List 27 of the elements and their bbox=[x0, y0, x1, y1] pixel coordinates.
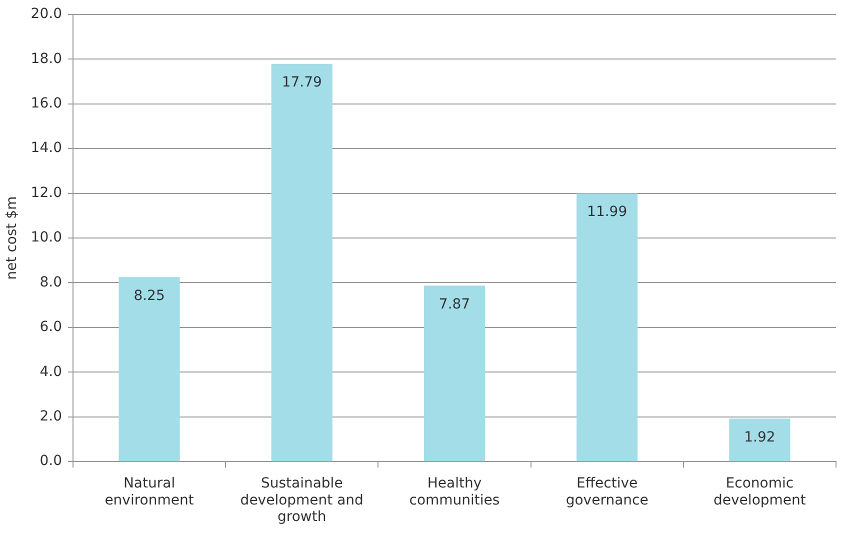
x-tick-label: Sustainable development and growth bbox=[240, 476, 364, 526]
x-tick-label: Economic development bbox=[714, 476, 806, 508]
bar bbox=[118, 277, 180, 462]
y-tick-label: 0.0 bbox=[40, 453, 62, 470]
bar bbox=[424, 286, 486, 462]
data-label: 11.99 bbox=[587, 204, 628, 220]
data-label: 1.92 bbox=[744, 429, 776, 446]
y-tick-label: 14.0 bbox=[30, 140, 62, 156]
y-tick-label: 6.0 bbox=[40, 319, 62, 336]
y-tick-label: 8.0 bbox=[40, 274, 62, 290]
x-tick-label: Effective governance bbox=[566, 476, 648, 508]
bar bbox=[271, 64, 332, 462]
y-axis-title: net cost $m bbox=[4, 196, 20, 280]
data-label: 7.87 bbox=[438, 296, 470, 312]
bar bbox=[576, 194, 638, 462]
x-tick-label: Healthy communities bbox=[409, 476, 500, 508]
y-tick-label: 2.0 bbox=[40, 408, 62, 425]
x-tick-label: Natural environment bbox=[104, 476, 194, 508]
data-label: 8.25 bbox=[134, 288, 165, 304]
y-tick-label: 12.0 bbox=[30, 184, 62, 201]
y-tick-label: 18.0 bbox=[30, 50, 62, 67]
y-tick-label: 10.0 bbox=[30, 230, 62, 246]
y-tick-label: 20.0 bbox=[30, 6, 62, 22]
data-label: 17.79 bbox=[282, 74, 322, 90]
y-tick-label: 16.0 bbox=[30, 95, 62, 112]
y-tick-label: 4.0 bbox=[40, 364, 62, 380]
bar bbox=[729, 418, 790, 462]
